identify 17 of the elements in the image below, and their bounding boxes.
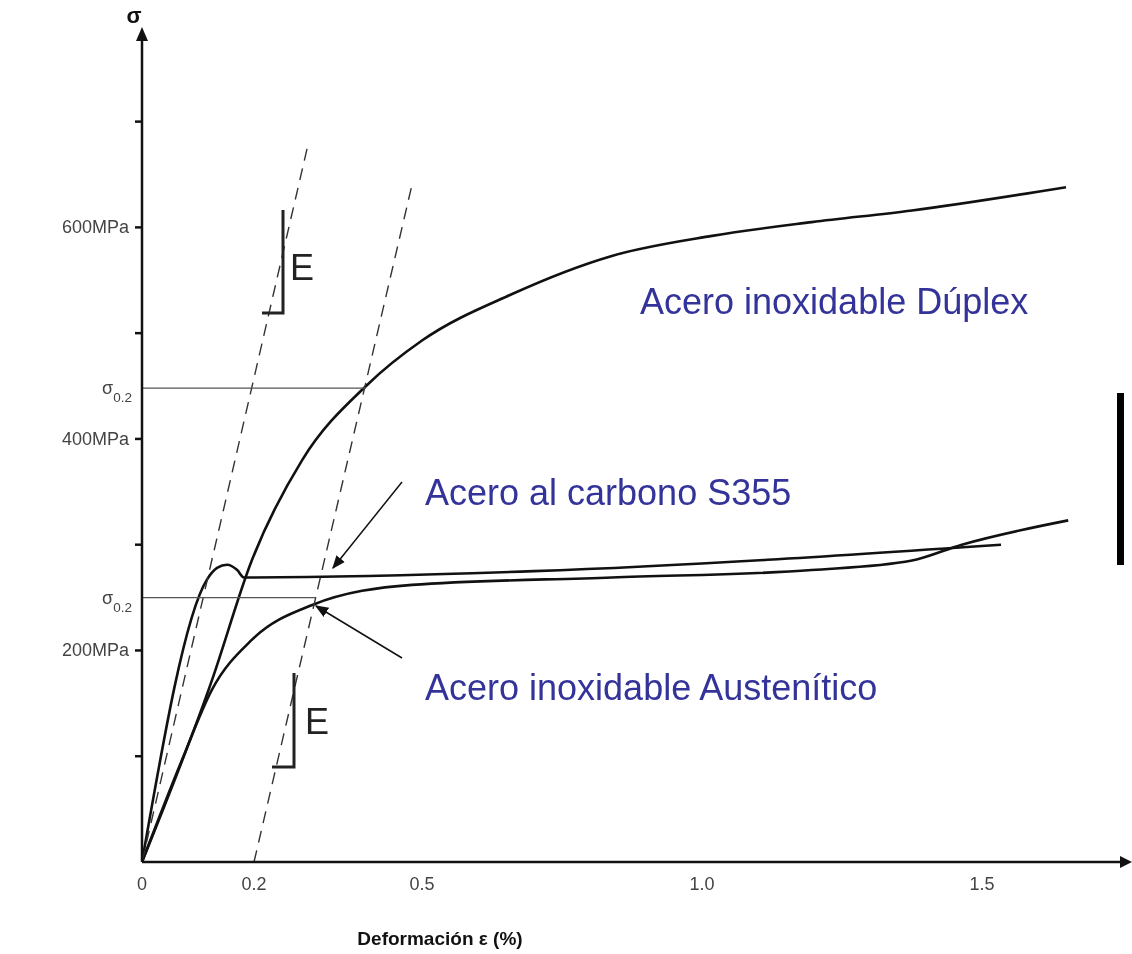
- x-tick-label: 1.0: [689, 874, 715, 894]
- series-label: Acero inoxidable Dúplex: [640, 281, 1029, 322]
- series-label: Acero al carbono S355: [425, 472, 792, 513]
- annotation: E: [290, 247, 315, 288]
- y-tick-label: 400MPa: [61, 428, 130, 449]
- x-tick-label: 0: [136, 874, 148, 894]
- annotation: σ$_{0.2}$: [102, 587, 132, 615]
- x-tick-label: 1.5: [969, 874, 995, 894]
- text: Acero inoxidable Austenítico: [425, 667, 878, 708]
- y-tick-label: 600MPa: [61, 217, 130, 238]
- x-tick-label: 0.5: [409, 874, 435, 894]
- x-tick-label: 0.2: [241, 874, 267, 894]
- x-axis-title: Deformación ε (%): [357, 928, 523, 949]
- y-tick-label: 200MPa: [61, 640, 130, 661]
- y-axis-title: σ: [126, 3, 142, 28]
- annotation: E: [305, 701, 330, 742]
- annotation: σ$_{0.2}$: [102, 378, 132, 405]
